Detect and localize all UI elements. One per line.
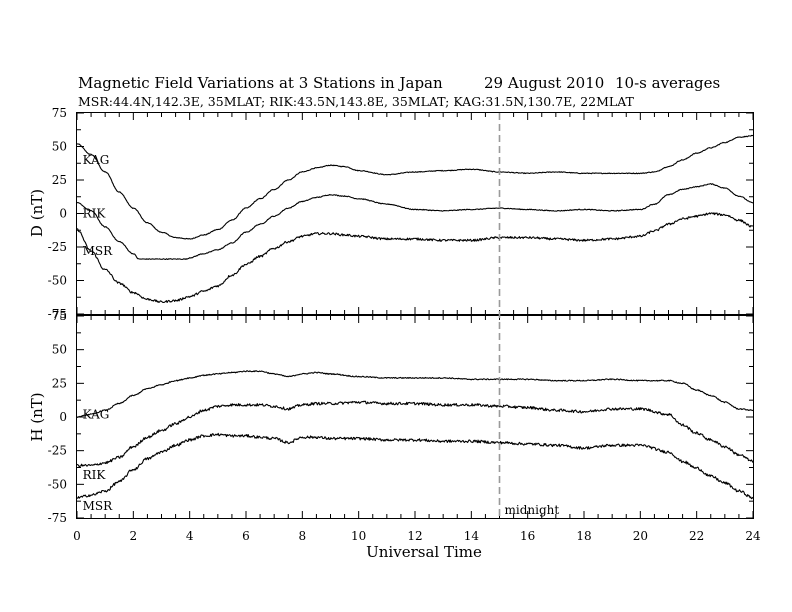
y-tick-label: 50	[52, 343, 67, 357]
x-tick-label: 10	[351, 529, 366, 543]
x-tick-label: 4	[186, 529, 194, 543]
y-tick-label: 25	[52, 376, 67, 390]
x-tick-label: 18	[576, 529, 591, 543]
panel-d-traces: KAG RIK MSR	[76, 134, 754, 304]
midnight-annotation: midnight	[505, 503, 560, 517]
x-tick-label: 16	[520, 529, 535, 543]
panel-h-ytick-labels: 75 50 25 0 -25 -50 -75	[48, 309, 67, 525]
panel-d-ticks	[76, 112, 754, 315]
y-tick-label: 50	[52, 140, 67, 154]
trace-rik	[76, 183, 754, 261]
y-tick-label: 25	[52, 173, 67, 187]
x-tick-label: 12	[407, 529, 422, 543]
series-label-msr: MSR	[83, 499, 114, 513]
panel-h-ylabel: H (nT)	[28, 392, 46, 441]
panel-d-ylabel: D (nT)	[28, 189, 46, 237]
y-tick-label: -25	[48, 444, 67, 458]
trace-msr	[76, 212, 754, 304]
y-tick-label: -75	[48, 307, 67, 321]
x-tick-label: 6	[242, 529, 250, 543]
x-tick-label: 22	[689, 529, 704, 543]
x-tick-labels: 0 2 4 6 8 10 12 14 16 18 20 22 24	[73, 529, 761, 543]
y-tick-label: 0	[59, 410, 67, 424]
series-label-kag: KAG	[83, 407, 110, 421]
panel-d-frame	[76, 112, 754, 315]
y-tick-label: 75	[52, 106, 67, 120]
chart-date: 29 August 2010	[484, 74, 604, 92]
y-tick-label: -50	[48, 477, 67, 491]
y-tick-label: 75	[52, 309, 67, 323]
trace-rik	[76, 400, 754, 468]
x-tick-label: 0	[73, 529, 81, 543]
panel-h-frame	[76, 315, 754, 519]
chart-subtitle: MSR:44.4N,142.3E, 35MLAT; RIK:43.5N,143.…	[78, 94, 635, 109]
chart-title: Magnetic Field Variations at 3 Stations …	[78, 74, 443, 92]
series-label-rik: RIK	[83, 468, 107, 482]
trace-msr	[76, 432, 754, 500]
x-tick-label: 14	[464, 529, 480, 543]
panel-h-ticks	[76, 315, 754, 519]
x-tick-label: 8	[299, 529, 307, 543]
chart-averaging: 10-s averages	[615, 74, 720, 92]
y-tick-label: -75	[48, 511, 67, 525]
panel-d-ytick-labels: 75 50 25 0 -25 -50 -75	[48, 106, 67, 321]
y-tick-label: -50	[48, 274, 67, 288]
x-tick-label: 2	[130, 529, 138, 543]
series-label-rik: RIK	[83, 207, 107, 221]
panel-d: 75 50 25 0 -25 -50 -75 KAG RIK MSR D (nT)	[28, 106, 754, 321]
y-tick-label: -25	[48, 240, 67, 254]
trace-kag	[76, 134, 754, 240]
series-label-kag: KAG	[83, 153, 110, 167]
panel-h: 75 50 25 0 -25 -50 -75 KAG RIK MSR H (nT)	[28, 309, 754, 525]
x-tick-label: 20	[633, 529, 648, 543]
x-axis-label: Universal Time	[366, 543, 482, 561]
trace-kag	[76, 370, 754, 419]
y-tick-label: 0	[59, 207, 67, 221]
x-tick-label: 24	[745, 529, 761, 543]
series-label-msr: MSR	[83, 244, 114, 258]
panel-h-traces: KAG RIK MSR	[76, 370, 754, 513]
